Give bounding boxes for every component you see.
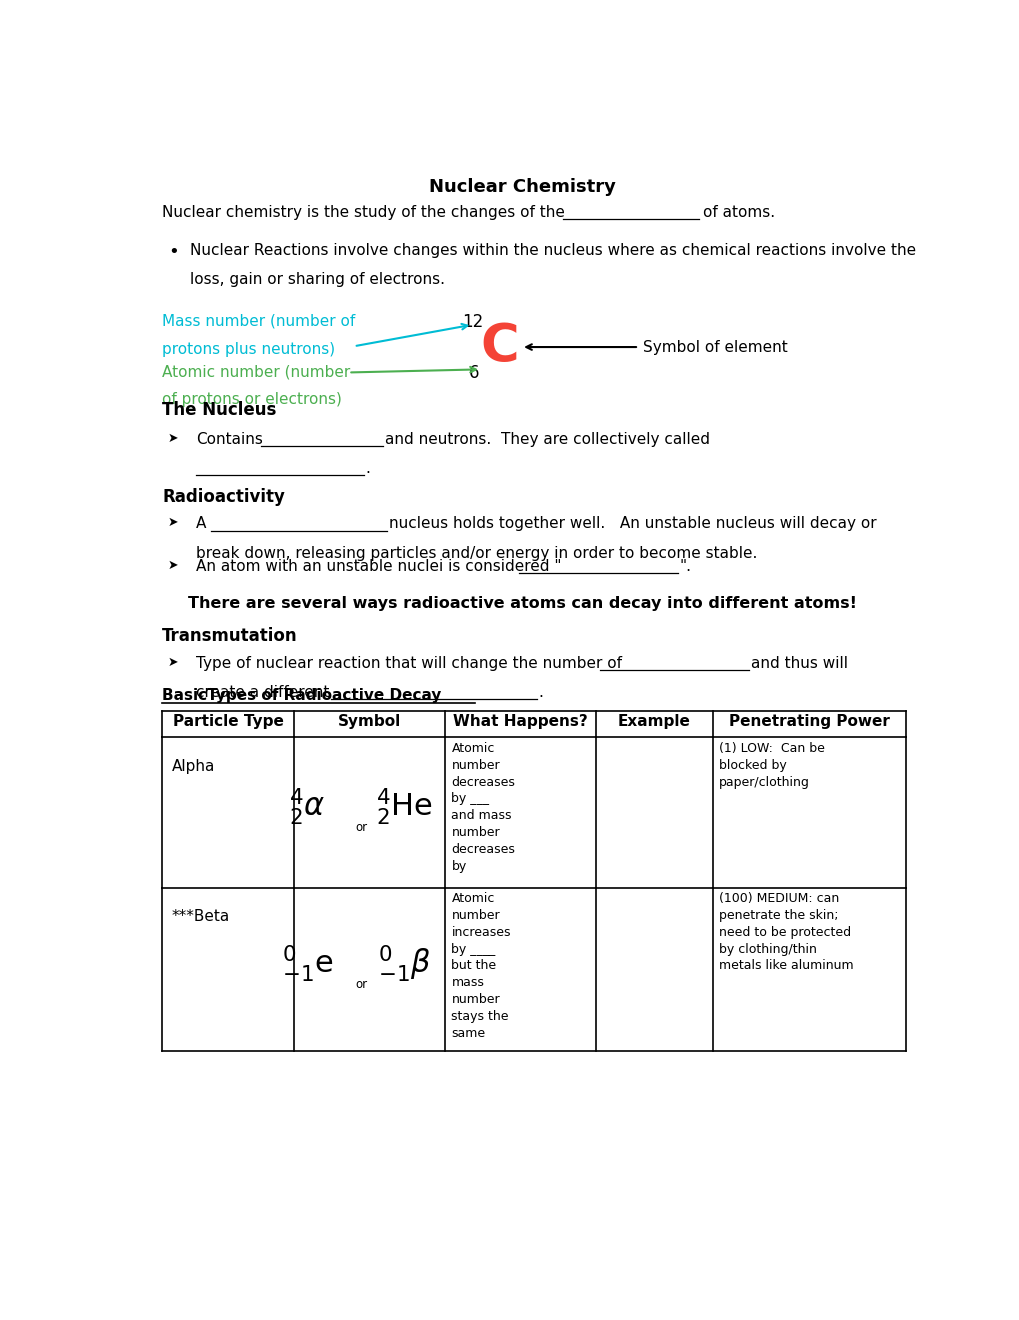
- Text: Nuclear Reactions involve changes within the nucleus where as chemical reactions: Nuclear Reactions involve changes within…: [190, 243, 915, 259]
- Text: Atomic
number
increases
by ____
but the
mass
number
stays the
same: Atomic number increases by ____ but the …: [451, 892, 511, 1040]
- Text: .: .: [365, 461, 370, 477]
- Text: of protons or electrons): of protons or electrons): [162, 392, 342, 408]
- Text: C: C: [480, 321, 519, 374]
- Text: (100) MEDIUM: can
penetrate the skin;
need to be protected
by clothing/thin
meta: (100) MEDIUM: can penetrate the skin; ne…: [718, 892, 853, 973]
- Text: Atomic
number
decreases
by ___
and mass
number
decreases
by: Atomic number decreases by ___ and mass …: [451, 742, 515, 873]
- Text: Particle Type: Particle Type: [172, 714, 283, 730]
- Text: ➤: ➤: [168, 656, 178, 669]
- Text: An atom with an unstable nuclei is considered ": An atom with an unstable nuclei is consi…: [196, 558, 560, 574]
- Text: or: or: [356, 821, 368, 834]
- Text: create a different: create a different: [196, 685, 329, 700]
- Text: loss, gain or sharing of electrons.: loss, gain or sharing of electrons.: [190, 272, 444, 288]
- Text: Symbol: Symbol: [337, 714, 400, 730]
- Text: of atoms.: of atoms.: [702, 205, 773, 219]
- Text: .: .: [538, 685, 542, 700]
- Text: Symbol of element: Symbol of element: [642, 339, 787, 355]
- Text: What Happens?: What Happens?: [453, 714, 588, 730]
- Text: Type of nuclear reaction that will change the number of: Type of nuclear reaction that will chang…: [196, 656, 622, 671]
- Text: ➤: ➤: [168, 558, 178, 572]
- Text: A: A: [196, 516, 206, 532]
- Text: $^0_{-1}\beta$: $^0_{-1}\beta$: [378, 942, 431, 983]
- Text: Atomic number (number: Atomic number (number: [162, 364, 351, 380]
- Text: There are several ways radioactive atoms can decay into different atoms!: There are several ways radioactive atoms…: [189, 595, 856, 611]
- Text: Nuclear chemistry is the study of the changes of the: Nuclear chemistry is the study of the ch…: [162, 205, 565, 219]
- Text: ➤: ➤: [168, 516, 178, 529]
- Text: protons plus neutrons): protons plus neutrons): [162, 342, 335, 356]
- Text: and neutrons.  They are collectively called: and neutrons. They are collectively call…: [384, 432, 709, 446]
- Text: ***Beta: ***Beta: [171, 909, 229, 924]
- Text: Contains: Contains: [196, 432, 262, 446]
- Text: Mass number (number of: Mass number (number of: [162, 314, 356, 329]
- Text: $^4_2\alpha$: $^4_2\alpha$: [289, 785, 325, 826]
- Text: (1) LOW:  Can be
blocked by
paper/clothing: (1) LOW: Can be blocked by paper/clothin…: [718, 742, 824, 788]
- Text: Example: Example: [618, 714, 690, 730]
- Text: The Nucleus: The Nucleus: [162, 401, 276, 418]
- Text: 6: 6: [469, 364, 479, 383]
- Text: ".: ".: [679, 558, 691, 574]
- Text: break down, releasing particles and/or energy in order to become stable.: break down, releasing particles and/or e…: [196, 545, 756, 561]
- Text: Penetrating Power: Penetrating Power: [729, 714, 889, 730]
- Text: Transmutation: Transmutation: [162, 627, 298, 644]
- Text: 12: 12: [462, 313, 483, 330]
- Text: Radioactivity: Radioactivity: [162, 488, 285, 506]
- Text: $^0_{-1}$e: $^0_{-1}$e: [281, 942, 333, 983]
- Text: ➤: ➤: [168, 432, 178, 445]
- Text: Nuclear Chemistry: Nuclear Chemistry: [429, 178, 615, 195]
- Text: BasicTypes of Radioactive Decay: BasicTypes of Radioactive Decay: [162, 688, 441, 704]
- Text: •: •: [168, 243, 178, 261]
- Text: and thus will: and thus will: [750, 656, 847, 671]
- Text: $^4_2$He: $^4_2$He: [376, 785, 432, 826]
- Text: or: or: [356, 978, 368, 991]
- Text: Alpha: Alpha: [171, 759, 215, 774]
- Text: nucleus holds together well.   An unstable nucleus will decay or: nucleus holds together well. An unstable…: [388, 516, 875, 532]
